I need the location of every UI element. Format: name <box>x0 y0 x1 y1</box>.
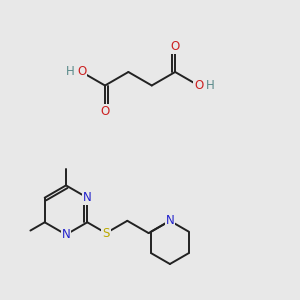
Text: S: S <box>102 226 110 240</box>
Text: O: O <box>194 79 203 92</box>
Text: H: H <box>66 65 75 79</box>
Text: N: N <box>166 214 174 227</box>
Text: N: N <box>83 191 92 204</box>
Text: O: O <box>170 40 180 53</box>
Text: N: N <box>61 228 70 241</box>
Text: O: O <box>77 65 86 79</box>
Text: O: O <box>100 105 109 118</box>
Text: H: H <box>206 79 214 92</box>
